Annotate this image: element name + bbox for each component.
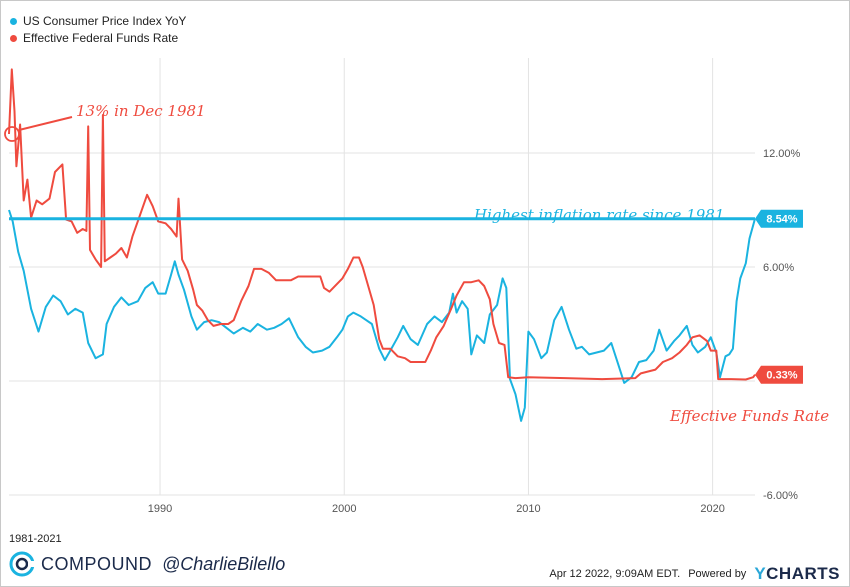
footer-right: Apr 12 2022, 9:09AM EDT. Powered by YCHA… (549, 564, 840, 584)
legend-item-cpi[interactable]: US Consumer Price Index YoY (10, 13, 186, 30)
cpi-last-value-badge-text: 8.54% (766, 214, 797, 226)
x-tick-label: 2010 (516, 503, 540, 515)
ffr-series-line (8, 68, 756, 381)
funds-rate-annotation: Effective Funds Rate (669, 407, 829, 425)
x-tick-label: 2000 (332, 503, 356, 515)
compound-logo-icon (9, 551, 35, 577)
ffr-last-value-badge-text: 0.33% (766, 370, 797, 382)
peak-arrow-line (18, 116, 73, 131)
legend-label-cpi: US Consumer Price Index YoY (23, 14, 187, 28)
timestamp: Apr 12 2022, 9:09AM EDT. (549, 568, 681, 580)
legend-item-ffr[interactable]: Effective Federal Funds Rate (10, 30, 186, 47)
legend: US Consumer Price Index YoY Effective Fe… (10, 13, 186, 47)
ffr-last-value-badge-bg (755, 365, 803, 384)
legend-dot-ffr (10, 35, 17, 42)
y-tick-label: 6.00% (763, 262, 794, 274)
period-label: 1981-2021 (9, 533, 62, 545)
legend-label-ffr: Effective Federal Funds Rate (23, 31, 179, 45)
brand-handle: @CharlieBilello (162, 553, 286, 574)
y-tick-label: -6.00% (763, 490, 798, 502)
highest-inflation-annotation: Highest inflation rate since 1981 (473, 206, 724, 224)
ycharts-logo-y: Y (754, 564, 767, 583)
y-tick-label: 12.00% (763, 148, 801, 160)
powered-by-label: Powered by (688, 568, 747, 580)
legend-dot-cpi (10, 18, 17, 25)
cpi-last-value-badge-bg (755, 209, 803, 228)
peak-marker-circle (4, 126, 20, 142)
cpi-series-line (8, 209, 756, 422)
x-tick-label: 1990 (148, 503, 172, 515)
x-tick-label: 2020 (700, 503, 724, 515)
brand-name: COMPOUND (41, 553, 152, 574)
brand: COMPOUND @CharlieBilello (9, 551, 285, 577)
peak-annotation: 13% in Dec 1981 (76, 102, 206, 120)
ycharts-logo[interactable]: YCHARTS (754, 564, 840, 584)
ycharts-logo-rest: CHARTS (766, 564, 840, 583)
